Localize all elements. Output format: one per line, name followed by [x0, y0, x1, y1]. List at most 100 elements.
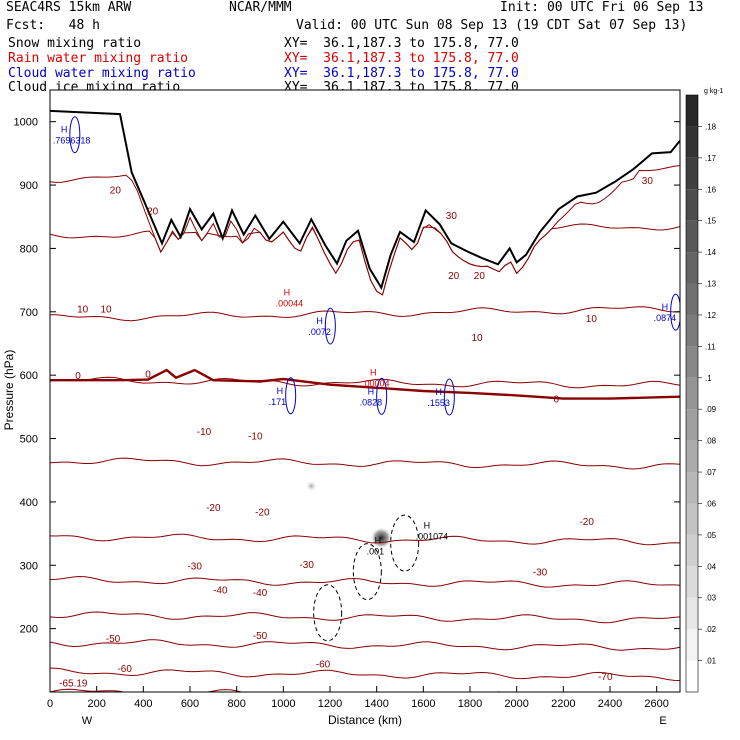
isotherm-label: 30	[642, 176, 654, 187]
y-tick-label: 800	[20, 243, 38, 255]
max-marker: H	[435, 387, 442, 397]
colorbar-tick-label: .18	[705, 122, 717, 131]
colorbar-tick-label: .05	[705, 531, 717, 540]
colorbar-frame	[685, 94, 699, 693]
model-title: SEAC4RS 15km ARW	[6, 0, 132, 15]
max-value-label: .001	[367, 546, 385, 556]
x-tick-label: 2200	[551, 698, 575, 710]
colorbar-swatch	[686, 660, 698, 692]
cloud-ice-contour	[352, 543, 382, 601]
isotherm-label: -20	[255, 507, 270, 518]
x-tick-label: 800	[227, 698, 245, 710]
plot-frame	[49, 89, 681, 693]
isotherm-line	[50, 457, 680, 470]
cloud-water-contour	[285, 377, 297, 415]
x-tick-label: 1600	[411, 698, 435, 710]
colorbar-tick-label: .17	[705, 154, 717, 163]
colorbar-tick-label: .01	[705, 657, 717, 666]
max-marker: H	[375, 535, 382, 545]
y-tick-label: 1000	[14, 117, 38, 129]
isotherm-line	[50, 611, 680, 624]
colorbar-swatch	[686, 126, 698, 158]
isotherm-label: 10	[471, 333, 483, 344]
colorbar-swatch	[686, 157, 698, 190]
cloud-water-contour	[324, 307, 336, 345]
field-snow-xy: XY= 36.1,187.3 to 175.8, 77.0	[284, 36, 519, 51]
x-tick-label: 600	[181, 698, 199, 710]
isotherm-label: 20	[448, 271, 460, 282]
field-snow-label: Snow mixing ratio	[8, 36, 142, 51]
isotherm-label: 30	[446, 211, 458, 222]
isotherm-label: -60	[316, 659, 331, 670]
y-tick-label: 400	[20, 497, 38, 509]
isotherm-label: -30	[533, 568, 548, 579]
x-axis-label: Distance (km)	[328, 713, 402, 727]
isotherm-label: 10	[77, 305, 89, 316]
isotherm-label: 20	[110, 185, 122, 196]
isotherm-label: -70	[598, 672, 613, 683]
isotherm-label: 0	[145, 369, 151, 380]
isotherm-label: 0	[554, 395, 560, 406]
y-axis-label: Pressure (hPa)	[2, 350, 16, 431]
x-tick-label: 0	[47, 698, 53, 710]
colorbar-swatch	[686, 629, 698, 661]
isotherm-line	[50, 639, 680, 651]
colorbar-swatch	[686, 95, 698, 127]
x-tick-label: 2600	[644, 698, 668, 710]
colorbar-swatch	[686, 534, 698, 567]
valid-time: Valid: 00 UTC Sun 08 Sep 13 (19 CDT Sat …	[296, 18, 688, 33]
colorbar-tick-label: .14	[705, 248, 717, 257]
isotherm-label: -65.19	[59, 678, 88, 689]
x-tick-label: 2000	[504, 698, 528, 710]
colorbar-unit-label: g kg-1	[704, 88, 724, 95]
isotherm-label: 0	[75, 371, 81, 382]
x-tick-label: 1200	[318, 698, 342, 710]
field-rain-xy: XY= 36.1,187.3 to 175.8, 77.0	[284, 51, 519, 66]
max-value-label: .0874	[654, 313, 677, 323]
max-marker: H	[424, 521, 431, 531]
isotherm-label: -40	[253, 588, 268, 599]
colorbar-swatch	[686, 377, 698, 410]
colorbar-tick-label: .06	[705, 499, 717, 508]
max-marker: H	[662, 302, 669, 312]
isotherm-line	[50, 376, 680, 389]
isotherm-label: -20	[579, 517, 594, 528]
max-value-label: .1553	[427, 398, 450, 408]
isotherm-label: -40	[213, 585, 228, 596]
colorbar-tick-label: .15	[705, 217, 717, 226]
cloud-ice-contour	[313, 584, 343, 642]
colorbar-swatch	[686, 597, 698, 630]
y-tick-label: 700	[20, 307, 38, 319]
shaded-column	[370, 527, 393, 550]
colorbar-tick-label: .07	[705, 468, 717, 477]
x-tick-label: 400	[134, 698, 152, 710]
colorbar-swatch	[686, 472, 698, 504]
isotherm-label: -30	[187, 561, 202, 572]
max-marker: H	[316, 316, 323, 326]
isotherm-label: -10	[248, 431, 263, 442]
isotherm-label: -60	[117, 664, 132, 675]
y-tick-label: 500	[20, 434, 38, 446]
y-tick-label: 200	[20, 624, 38, 636]
max-value-label: .00004	[362, 378, 390, 388]
colorbar-swatch	[686, 566, 698, 598]
max-marker: H	[370, 367, 377, 377]
org-label: NCAR/MMM	[229, 0, 292, 15]
x-tick-label: 1000	[271, 698, 295, 710]
max-value-label: .001074	[416, 532, 449, 542]
isotherm-label: 20	[474, 271, 486, 282]
colorbar-tick-label: .02	[705, 625, 717, 634]
max-value-label: .00044	[276, 299, 304, 309]
x-tick-label: 200	[87, 698, 105, 710]
max-marker: H	[284, 288, 291, 298]
isotherm-label: 10	[586, 314, 598, 325]
forecast-hour: Fcst: 48 h	[6, 18, 100, 33]
isotherm-line	[50, 306, 680, 322]
max-marker: H	[368, 386, 375, 396]
isotherm-label: -50	[106, 634, 121, 645]
x-tick-label: 2400	[598, 698, 622, 710]
field-rain-label: Rain water mixing ratio	[8, 51, 189, 66]
isotherm-line	[50, 533, 680, 546]
terrain-line	[50, 109, 680, 291]
colorbar-swatch	[686, 503, 698, 535]
